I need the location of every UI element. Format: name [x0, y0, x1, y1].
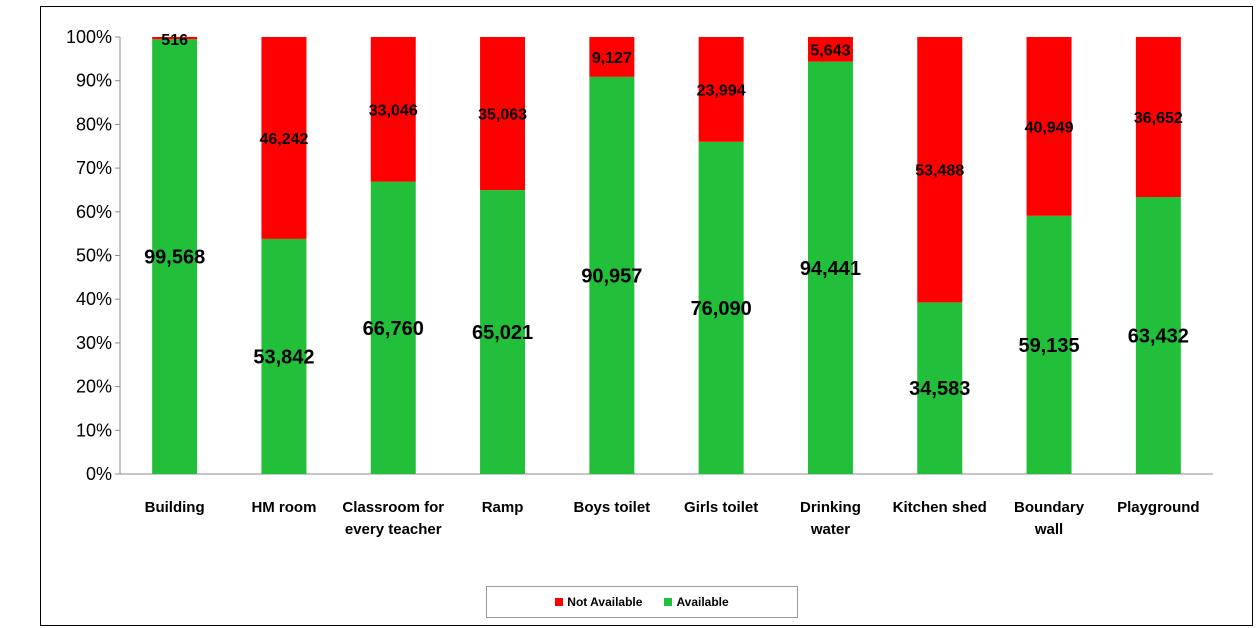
y-tick-label: 60% [76, 202, 112, 222]
bar-not-available [370, 37, 416, 182]
data-label-available: 53,842 [253, 346, 314, 368]
data-label-available: 76,090 [691, 298, 752, 320]
data-label-not-available: 516 [161, 32, 188, 49]
data-label-not-available: 46,242 [259, 131, 308, 148]
y-tick-label: 0% [86, 464, 112, 484]
y-tick-label: 20% [76, 377, 112, 397]
legend-item-not-available: Not Available [555, 595, 642, 609]
x-axis-labels: Building HM room Classroom for every teache… [145, 499, 1200, 538]
data-label-not-available: 35,063 [478, 107, 527, 124]
data-label-not-available: 53,488 [915, 163, 964, 180]
data-label-not-available: 9,127 [592, 50, 632, 67]
legend-swatch-available [664, 598, 673, 606]
bar-not-available [917, 37, 963, 303]
bar-available [1026, 215, 1072, 474]
data-label-available: 59,135 [1018, 335, 1079, 357]
x-tick-label: Kitchen shed [893, 499, 987, 516]
bar-available [480, 190, 526, 474]
data-label-available: 34,583 [909, 378, 970, 400]
data-label-available: 63,432 [1128, 326, 1189, 348]
bar-not-available [698, 37, 744, 142]
x-tick-label: Building [145, 499, 205, 516]
x-tick-label: Boys toilet [574, 499, 651, 516]
data-label-available: 66,760 [363, 318, 424, 340]
x-tick-label: Classroom for every teacher [342, 499, 444, 538]
data-label-available: 90,957 [581, 265, 642, 287]
data-label-not-available: 33,046 [369, 102, 418, 119]
bar-available [152, 39, 198, 475]
bar-available [917, 302, 963, 474]
legend: Not Available Available [486, 586, 798, 618]
legend-swatch-not-available [555, 598, 564, 606]
y-tick-label: 70% [76, 158, 112, 178]
x-tick-label: Playground [1117, 499, 1200, 516]
data-label-not-available: 23,994 [697, 82, 746, 99]
y-tick-label: 50% [76, 246, 112, 266]
y-tick-label: 100% [66, 27, 112, 47]
bar-not-available [261, 37, 307, 239]
bar-available [261, 238, 307, 474]
y-axis-ticks: 0% 10% 20% 30% 40% 50% 60% 70% 80% 90% 100% [66, 27, 120, 484]
x-tick-label: Drinking water [800, 499, 861, 538]
bar-not-available [480, 37, 526, 191]
data-label-not-available: 40,949 [1025, 119, 1074, 136]
bar-not-available [807, 37, 853, 62]
legend-label-not-available: Not Available [567, 595, 643, 609]
bars [152, 37, 1181, 475]
bar-available [698, 141, 744, 474]
data-label-not-available: 5,643 [810, 42, 850, 59]
legend-item-available: Available [664, 595, 729, 609]
legend-label-available: Available [676, 595, 729, 609]
x-tick-label: Ramp [482, 499, 524, 516]
x-tick-label: HM room [251, 499, 316, 516]
bar-available [1135, 197, 1181, 475]
bar-available [370, 181, 416, 475]
bar-not-available [589, 37, 635, 77]
y-tick-label: 80% [76, 114, 112, 134]
data-labels: 99,568 516 53,842 46,242 66,760 33,046 65,021 3… [144, 32, 1189, 400]
data-label-available: 94,441 [800, 258, 861, 280]
data-label-available: 65,021 [472, 322, 533, 344]
y-tick-label: 90% [76, 71, 112, 91]
x-tick-label: Girls toilet [684, 499, 758, 516]
bar-not-available [1135, 37, 1181, 198]
bar-not-available [1026, 37, 1072, 216]
y-tick-label: 40% [76, 289, 112, 309]
y-tick-label: 10% [76, 420, 112, 440]
bar-available [589, 76, 635, 475]
y-tick-label: 30% [76, 333, 112, 353]
x-tick-label: Boundary wall [1014, 499, 1085, 538]
data-label-available: 99,568 [144, 247, 205, 269]
bar-not-available [152, 37, 198, 40]
bar-available [807, 61, 853, 474]
data-label-not-available: 36,652 [1134, 110, 1183, 127]
